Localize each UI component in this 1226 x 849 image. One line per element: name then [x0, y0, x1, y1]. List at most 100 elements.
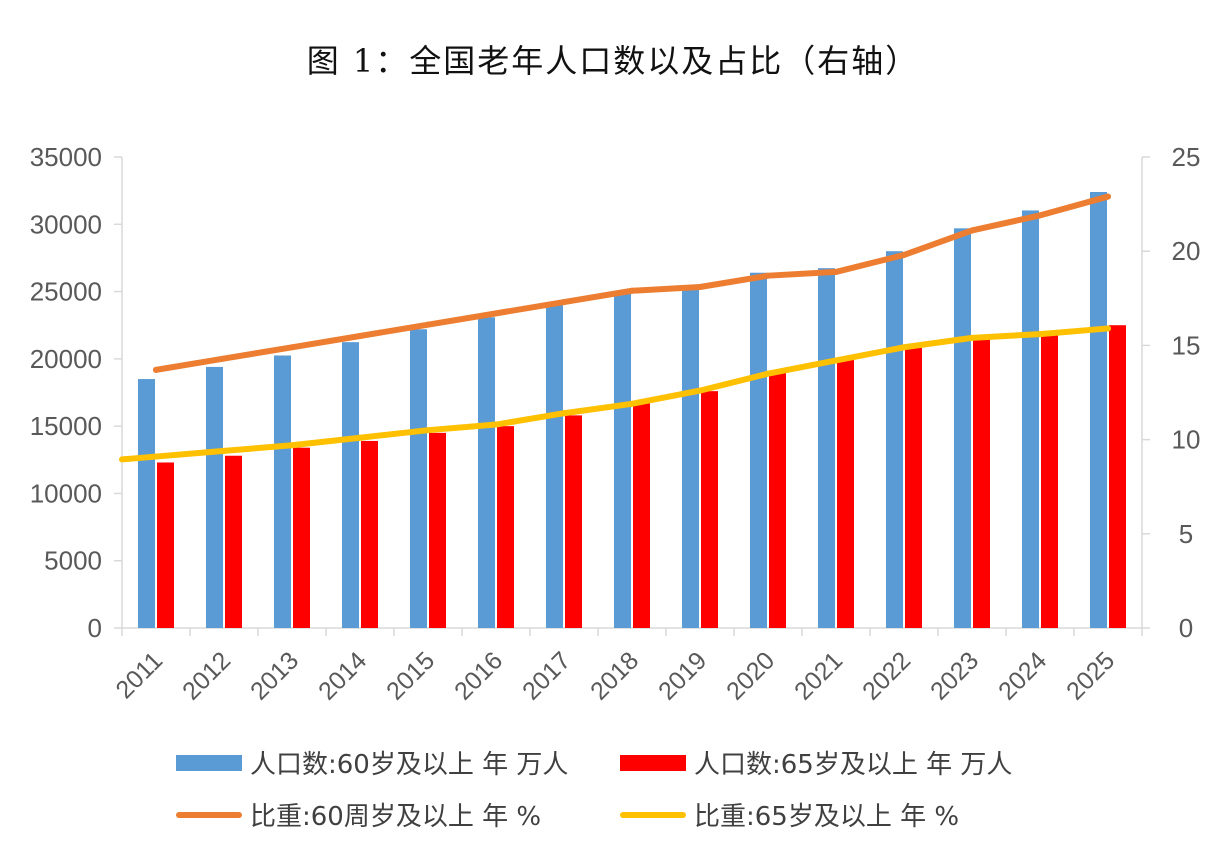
line-ratio65 — [119, 325, 1111, 463]
legend-label-pop65: 人口数:65岁及以上 年 万人 — [694, 750, 1013, 780]
legend-label-ratio65: 比重:65岁及以上 年 % — [694, 802, 960, 832]
bar-pop60-2013 — [274, 355, 291, 628]
point-ratio65-2016 — [493, 421, 499, 428]
x-tick-label: 2011 — [110, 646, 168, 704]
bar-pop65-2013 — [293, 447, 310, 628]
left-tick-label: 20000 — [30, 344, 102, 374]
bar-pop60-2015 — [410, 329, 427, 628]
x-tick-label: 2022 — [857, 646, 916, 705]
point-ratio65-2024 — [1037, 331, 1043, 338]
left-tick-label: 30000 — [30, 209, 102, 239]
bar-pop65-2024 — [1041, 331, 1058, 628]
right-tick-label: 20 — [1172, 236, 1201, 266]
right-tick-label: 0 — [1179, 613, 1193, 643]
bar-pop60-2022 — [886, 251, 903, 628]
legend-item-ratio60[interactable]: 比重:60周岁及以上 年 % — [176, 796, 541, 833]
bar-pop65-2011 — [157, 462, 174, 628]
point-ratio60-2014 — [357, 332, 363, 339]
x-tick-label: 2014 — [313, 646, 372, 705]
point-ratio65-2018 — [629, 400, 635, 407]
point-ratio60-2013 — [289, 344, 295, 351]
bar-pop65-2018 — [633, 403, 650, 628]
legend-swatch-ratio65 — [620, 811, 686, 818]
legend-item-ratio65[interactable]: 比重:65岁及以上 年 % — [620, 796, 959, 833]
bar-pop60-2017 — [546, 303, 563, 628]
bar-pop65-2017 — [565, 415, 582, 628]
x-tick-label: 2023 — [925, 646, 984, 705]
legend-item-pop60[interactable]: 人口数:60岁及以上 年 万人 — [176, 744, 568, 781]
left-tick-label: 25000 — [30, 277, 102, 307]
point-ratio60-2018 — [629, 287, 635, 294]
bar-pop60-2011 — [138, 379, 155, 628]
axes — [114, 156, 1150, 636]
right-tick-label: 10 — [1172, 425, 1201, 455]
point-ratio60-2019 — [697, 283, 703, 290]
x-tick-label: 2019 — [653, 646, 712, 705]
point-ratio65-2014 — [357, 434, 363, 441]
bar-pop65-2012 — [225, 455, 242, 628]
bar-pop60-2016 — [478, 317, 495, 628]
point-ratio65-2019 — [697, 387, 703, 394]
x-tick-label: 2025 — [1061, 646, 1120, 705]
legend-label-pop60: 人口数:60岁及以上 年 万人 — [250, 750, 569, 780]
point-ratio60-2015 — [425, 321, 431, 328]
point-ratio60-2021 — [833, 268, 839, 275]
point-ratio65-2011 — [153, 453, 159, 460]
left-tick-label: 10000 — [30, 478, 102, 508]
bar-pop60-2020 — [750, 272, 767, 628]
x-tick-label: 2016 — [449, 646, 508, 705]
point-ratio60-2017 — [561, 299, 567, 306]
x-tick-label: 2021 — [789, 646, 848, 705]
chart-title: 图 1：全国老年人口数以及占比（右轴） — [306, 42, 920, 80]
bar-pop65-2022 — [905, 345, 922, 628]
bar-pop60-2023 — [954, 228, 971, 628]
point-ratio65-2017 — [561, 410, 567, 417]
left-tick-label: 5000 — [44, 546, 102, 576]
point-ratio60-2025 — [1105, 193, 1111, 200]
bar-pop65-2014 — [361, 440, 378, 628]
point-ratio65-2025 — [1105, 325, 1111, 332]
bar-pop65-2019 — [701, 391, 718, 628]
point-ratio60-2023 — [969, 227, 975, 234]
right-tick-label: 15 — [1172, 330, 1201, 360]
bar-pop60-2012 — [206, 366, 223, 628]
legend-item-pop65[interactable]: 人口数:65岁及以上 年 万人 — [620, 744, 1012, 781]
bar-pop60-2024 — [1022, 210, 1039, 628]
left-tick-label: 35000 — [30, 142, 102, 172]
bar-pop65-2021 — [837, 358, 854, 628]
point-ratio65-2022 — [901, 344, 907, 351]
point-ratio60-2022 — [901, 251, 907, 258]
point-ratio60-2020 — [765, 272, 771, 279]
bar-pop60-2021 — [818, 268, 835, 628]
point-ratio65-2023 — [969, 334, 975, 341]
legend-swatch-pop60 — [176, 754, 242, 771]
point-ratio65-2012 — [221, 447, 227, 454]
bar-pop60-2018 — [614, 292, 631, 628]
bar-pop65-2023 — [973, 336, 990, 628]
lines — [119, 193, 1111, 463]
left-tick-label: 0 — [88, 613, 102, 643]
point-ratio65-2013 — [289, 442, 295, 449]
bar-pop65-2020 — [769, 372, 786, 628]
bar-pop60-2019 — [682, 286, 699, 628]
bars — [138, 191, 1126, 628]
bar-pop60-2025 — [1090, 191, 1107, 628]
point-ratio65-2021 — [833, 357, 839, 364]
legend-swatch-ratio60 — [176, 811, 242, 818]
point-ratio60-2016 — [493, 310, 499, 317]
bar-pop65-2015 — [429, 432, 446, 628]
x-tick-label: 2017 — [517, 646, 576, 705]
x-tick-label: 2013 — [245, 646, 304, 705]
x-tick-label: 2024 — [993, 646, 1052, 705]
point-ratio60-2011 — [153, 366, 159, 373]
bar-pop60-2014 — [342, 342, 359, 628]
x-tick-label: 2020 — [721, 646, 780, 705]
legend-swatch-pop65 — [620, 754, 686, 771]
x-tick-label: 2012 — [177, 646, 236, 705]
point-ratio65-2015 — [425, 427, 431, 434]
point-ratio65-2020 — [765, 370, 771, 377]
bar-pop65-2025 — [1109, 325, 1126, 628]
x-tick-label: 2015 — [381, 646, 440, 705]
point-ratio60-2024 — [1037, 212, 1043, 219]
